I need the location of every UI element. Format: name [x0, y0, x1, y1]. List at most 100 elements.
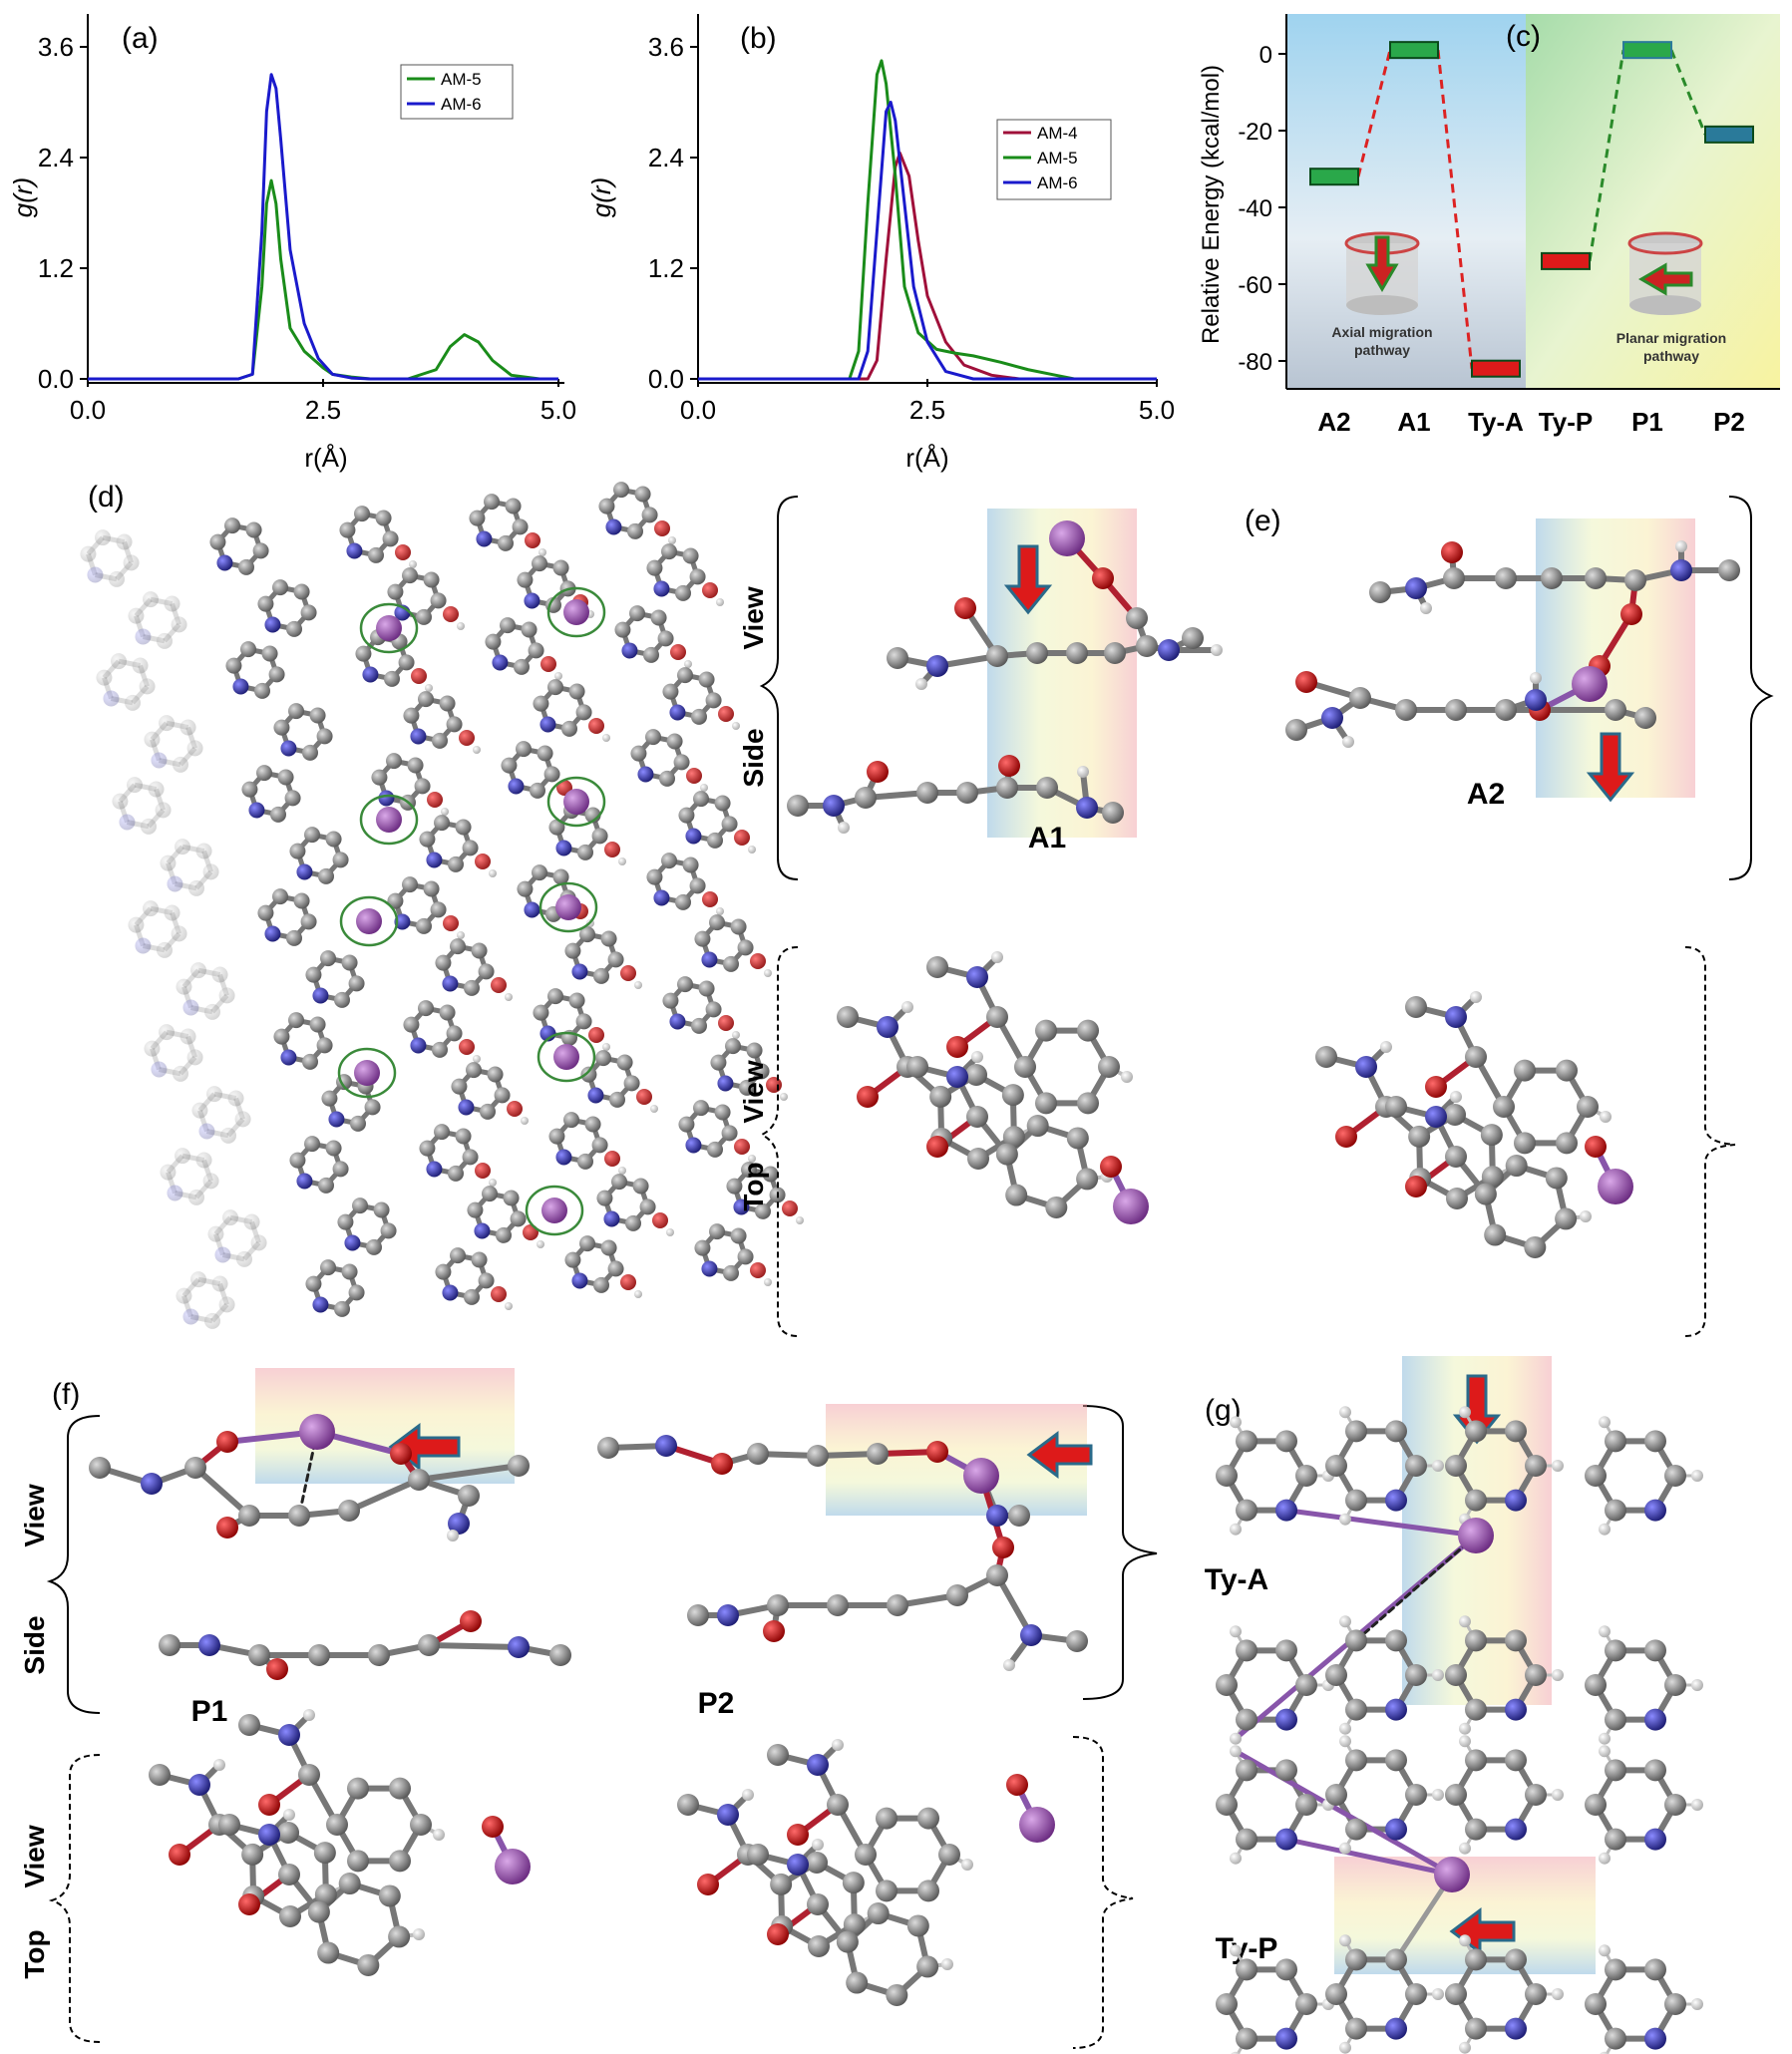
atom-c: [1275, 1759, 1297, 1782]
atom-o: [1441, 541, 1463, 563]
atom-c: [307, 1900, 330, 1923]
atom: [167, 875, 183, 892]
atom-h: [961, 1859, 973, 1871]
atom: [669, 1013, 686, 1030]
atom: [598, 498, 615, 514]
atom-o: [867, 761, 889, 783]
atom-n: [966, 966, 988, 988]
atom-c: [1624, 569, 1646, 591]
atom-c: [1066, 642, 1088, 664]
atom: [592, 967, 609, 984]
panel-label-b: (b): [740, 22, 777, 55]
top-view-label-view: View: [738, 1060, 769, 1124]
series-line-am-6: [88, 73, 558, 381]
atom-h: [602, 734, 610, 742]
atom-c: [1644, 1759, 1666, 1782]
atom-n: [1275, 1499, 1297, 1522]
atom: [607, 951, 624, 968]
atom-n: [1321, 707, 1343, 729]
a1-label: A1: [1028, 822, 1066, 855]
atom-c: [770, 1873, 793, 1895]
atom: [305, 1275, 322, 1292]
atom-c: [966, 1147, 989, 1170]
atom-o: [702, 891, 718, 907]
atom-h: [668, 536, 676, 544]
a2-side-molecule: [1285, 540, 1740, 748]
atom-c: [1295, 1465, 1317, 1487]
atom-h: [1470, 991, 1482, 1003]
atom: [289, 843, 306, 859]
atom-c: [241, 1843, 264, 1866]
atom-c: [1664, 1674, 1686, 1696]
atom-h: [602, 1043, 610, 1051]
atom: [179, 1028, 196, 1045]
atom-h: [832, 1739, 844, 1751]
atom-c: [767, 1594, 789, 1616]
p1-top-molecule: [149, 1709, 531, 1976]
atom: [682, 547, 699, 564]
series-line-am-6: [698, 101, 1157, 381]
atom-c: [837, 1006, 859, 1028]
atom-c: [996, 777, 1018, 799]
panel-g-ty-structures: (g) Ty-A Ty-P: [1205, 1356, 1703, 2054]
atom: [371, 769, 388, 786]
atom: [143, 900, 160, 917]
atom: [721, 1125, 738, 1142]
atom: [661, 543, 678, 560]
atom-c: [218, 1814, 240, 1836]
atom: [176, 978, 192, 995]
atom-c: [1295, 1674, 1317, 1696]
atom: [685, 1137, 702, 1154]
atom-o: [763, 1620, 785, 1642]
atom: [726, 1178, 743, 1195]
atom-c: [807, 1445, 829, 1467]
atom: [466, 1062, 483, 1079]
atom-c: [1505, 1749, 1527, 1772]
atom-c: [1405, 1784, 1427, 1806]
atom-c: [855, 1844, 877, 1866]
atom: [256, 765, 273, 782]
atom-c: [1002, 1126, 1025, 1149]
atom-m: [495, 1849, 531, 1884]
atom-h: [1230, 1732, 1242, 1745]
atom: [235, 1250, 252, 1267]
axial-pathway-line1: Axial migration: [1331, 324, 1432, 340]
atom: [596, 1190, 613, 1206]
atom: [497, 534, 514, 551]
atom: [285, 929, 302, 946]
atom-c: [1026, 1115, 1049, 1138]
bond: [1283, 1837, 1455, 1878]
atom-c: [1555, 1207, 1578, 1230]
atom-n: [1385, 1818, 1407, 1841]
atom: [725, 1038, 742, 1055]
atom-c: [1035, 1092, 1057, 1115]
atom-h: [700, 784, 708, 792]
atom-h: [1691, 1799, 1703, 1811]
y-tick-label: 1.2: [38, 253, 74, 283]
atom: [339, 521, 356, 538]
atom: [646, 868, 663, 885]
atom-c: [1026, 642, 1048, 664]
atom-h: [521, 1117, 529, 1125]
atom-c: [288, 1505, 310, 1527]
atom-o: [525, 532, 540, 548]
atom-c: [1514, 1132, 1536, 1155]
legend-label-am4: AM-4: [1037, 124, 1078, 143]
atom-h: [716, 598, 724, 606]
atom-c: [887, 647, 908, 669]
atom-n: [1076, 797, 1098, 819]
atom: [717, 1075, 734, 1092]
atom: [191, 1102, 208, 1119]
atom: [325, 831, 342, 848]
atom-h: [1339, 1842, 1351, 1855]
atom-h: [1121, 1071, 1133, 1083]
x-tick-label: 0.0: [70, 395, 106, 425]
atom: [156, 632, 173, 649]
atom-o: [787, 1824, 809, 1846]
atom-c: [1465, 1420, 1487, 1443]
legend-label-am6: AM-6: [441, 95, 482, 114]
atom: [250, 1234, 267, 1251]
atom-o: [1405, 1176, 1427, 1198]
atom: [678, 1116, 695, 1133]
metal-ion: [563, 789, 589, 815]
